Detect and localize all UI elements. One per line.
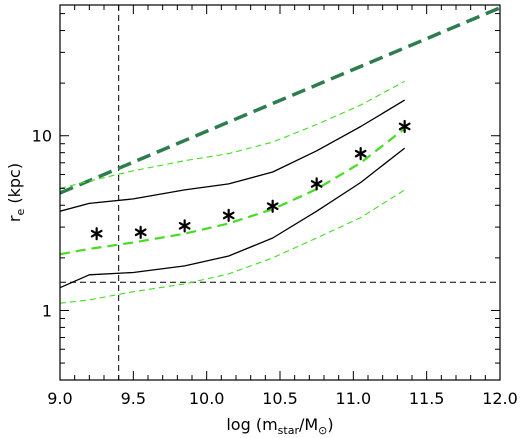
- x-tick-label: 9.0: [47, 389, 72, 408]
- star-marker: [398, 119, 411, 134]
- star-marker: [134, 225, 147, 239]
- star-marker: [222, 208, 235, 222]
- y-tick-label: 10: [32, 127, 52, 146]
- x-tick-label: 10.0: [189, 389, 225, 408]
- x-tick-label: 11.0: [336, 389, 372, 408]
- x-tick-label: 12.0: [482, 389, 518, 408]
- series-line-4: [60, 80, 405, 189]
- star-marker: [266, 199, 279, 213]
- plot-frame: [59, 4, 501, 381]
- star-marker: [310, 177, 323, 191]
- series-line-1: [60, 99, 406, 212]
- series-line-2: [60, 147, 406, 289]
- y-tick-label: 1: [42, 301, 52, 320]
- plot-lines: [60, 5, 500, 380]
- x-tick-label: 10.5: [262, 389, 298, 408]
- x-axis-label: log (mstar/M⊙): [226, 415, 333, 437]
- tick-labels: 9.0 9.5 10.0 10.5 11.0 11.5 12.0 1 10: [32, 127, 518, 408]
- series-line-3: [60, 127, 406, 256]
- series-line-5: [60, 189, 405, 304]
- x-tick-label: 9.5: [121, 389, 146, 408]
- star-marker: [354, 147, 367, 161]
- star-marker: [90, 227, 103, 241]
- star-marker: [178, 219, 191, 233]
- axis-ticks: [59, 5, 501, 381]
- x-tick-label: 11.5: [409, 389, 445, 408]
- series-line-0: [60, 6, 500, 195]
- y-axis-label: re (kpc): [5, 163, 27, 222]
